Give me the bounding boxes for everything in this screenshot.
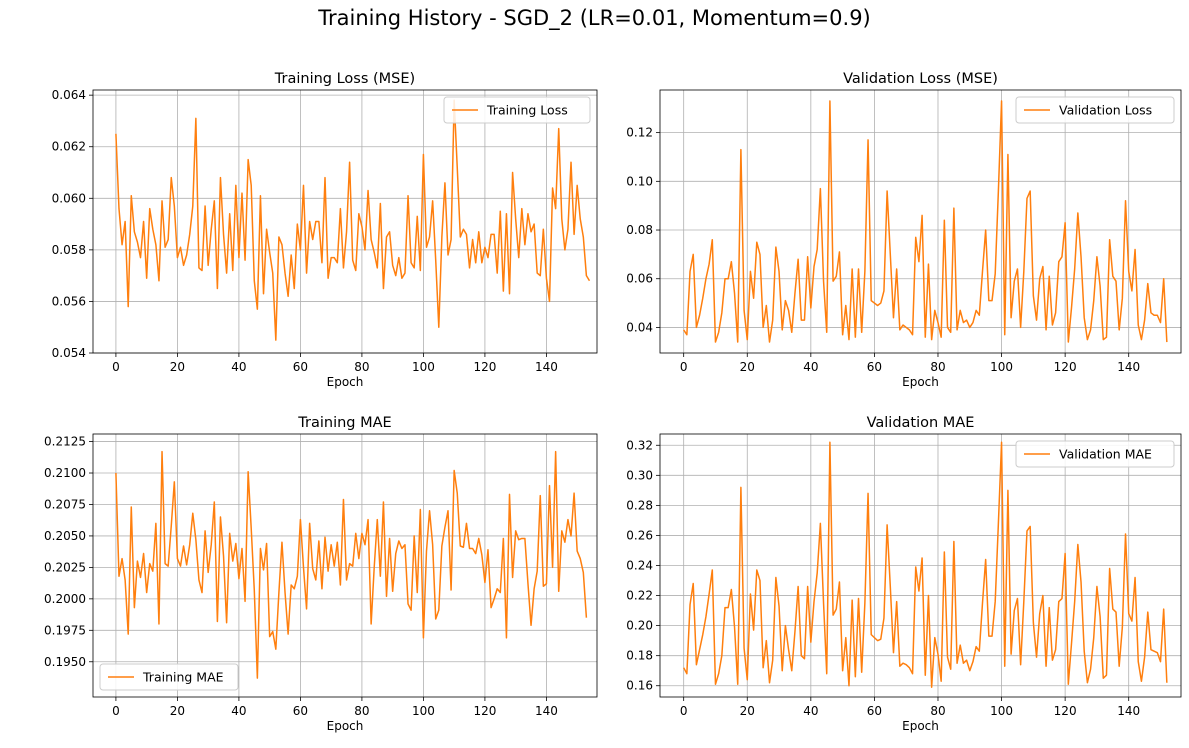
x-tick-label: 80 [930, 704, 945, 718]
y-tick-label: 0.20 [626, 619, 653, 633]
x-tick-label: 20 [170, 704, 185, 718]
axes-frame [659, 89, 1182, 354]
legend-box [99, 663, 239, 691]
subplot-title: Validation MAE [867, 415, 975, 431]
subplot-4: 0 20 40 60 80 100 120 140 0.16 0.18 0.20 0.22 0.24 0.… [626, 415, 1182, 733]
y-tick-label: 0.2025 [44, 560, 86, 574]
y-tick-label: 0.2050 [44, 529, 86, 543]
legend-box [1015, 96, 1175, 124]
x-tick-label: 140 [1117, 360, 1140, 374]
axes-frame [92, 433, 598, 698]
y-tick-label: 0.064 [52, 88, 86, 102]
y-tick-label: 0.04 [626, 320, 653, 334]
legend: Training Loss [443, 96, 591, 124]
y-tick-label: 0.18 [626, 649, 653, 663]
x-tick-label: 20 [740, 360, 755, 374]
y-tick-label: 0.08 [626, 223, 653, 237]
subplot-title: Training MAE [297, 415, 391, 431]
x-tick-label: 40 [231, 360, 246, 374]
legend: Validation MAE [1015, 440, 1175, 468]
x-axis-label: Epoch [327, 375, 364, 389]
x-tick-label: 60 [867, 360, 882, 374]
y-tick-label: 0.1950 [44, 655, 86, 669]
legend-label: Training Loss [486, 103, 568, 118]
subplot-3: 0 20 40 60 80 100 120 140 0.1950 0.1975 0.2000 0.20… [44, 415, 598, 733]
y-tick-label: 0.062 [52, 140, 86, 154]
y-tick-label: 0.22 [626, 589, 653, 603]
y-tick-label: 0.058 [52, 243, 86, 257]
x-tick-label: 100 [990, 704, 1013, 718]
x-tick-label: 140 [535, 704, 558, 718]
y-tick-label: 0.054 [52, 346, 86, 360]
legend-box [1015, 440, 1175, 468]
x-tick-label: 60 [293, 704, 308, 718]
series-line-training-loss [115, 99, 591, 341]
x-tick-label: 100 [990, 360, 1013, 374]
y-tick-label: 0.2100 [44, 466, 86, 480]
y-tick-label: 0.1975 [44, 623, 86, 637]
legend-box [443, 96, 591, 124]
y-tick-label: 0.2075 [44, 497, 86, 511]
x-tick-label: 120 [1054, 704, 1077, 718]
y-tick-label: 0.26 [626, 528, 653, 542]
series-line-validation-loss [683, 100, 1168, 343]
subplot-title: Training Loss (MSE) [274, 71, 415, 87]
x-tick-label: 0 [112, 704, 120, 718]
x-tick-label: 140 [535, 360, 558, 374]
y-tick-label: 0.060 [52, 191, 86, 205]
x-tick-label: 100 [412, 360, 435, 374]
figure-suptitle: Training History - SGD_2 (LR=0.01, Momen… [318, 6, 871, 30]
x-tick-label: 40 [803, 360, 818, 374]
x-tick-label: 40 [803, 704, 818, 718]
x-tick-label: 60 [293, 360, 308, 374]
series-line-validation-mae [683, 441, 1168, 688]
y-tick-label: 0.10 [626, 174, 653, 188]
y-tick-label: 0.2125 [44, 435, 86, 449]
x-tick-label: 0 [112, 360, 120, 374]
legend: Training MAE [99, 663, 239, 691]
x-tick-label: 120 [473, 360, 496, 374]
y-tick-label: 0.24 [626, 559, 653, 573]
x-tick-label: 80 [354, 704, 369, 718]
legend: Validation Loss [1015, 96, 1175, 124]
y-tick-label: 0.30 [626, 468, 653, 482]
x-tick-label: 140 [1117, 704, 1140, 718]
axes-frame [92, 89, 598, 354]
y-tick-label: 0.32 [626, 438, 653, 452]
y-tick-label: 0.056 [52, 294, 86, 308]
x-axis-label: Epoch [327, 719, 364, 733]
y-tick-label: 0.12 [626, 126, 653, 140]
legend-label: Validation MAE [1059, 447, 1152, 462]
x-tick-label: 120 [473, 704, 496, 718]
y-tick-label: 0.06 [626, 272, 653, 286]
x-tick-label: 40 [231, 704, 246, 718]
x-axis-label: Epoch [902, 719, 939, 733]
subplot-title: Validation Loss (MSE) [843, 71, 998, 87]
x-tick-label: 80 [930, 360, 945, 374]
x-tick-label: 100 [412, 704, 435, 718]
y-tick-label: 0.16 [626, 679, 653, 693]
x-tick-label: 20 [170, 360, 185, 374]
legend-label: Validation Loss [1059, 103, 1152, 118]
x-tick-label: 0 [680, 704, 688, 718]
y-tick-label: 0.2000 [44, 592, 86, 606]
subplot-1: 0 20 40 60 80 100 120 140 0.054 0.056 0.058 0.060 0.… [52, 71, 598, 389]
subplot-2: 0 20 40 60 80 100 120 140 0.04 0.06 0.08 0.10 0.12 Va… [626, 71, 1182, 389]
x-tick-label: 20 [740, 704, 755, 718]
x-tick-label: 80 [354, 360, 369, 374]
x-tick-label: 60 [867, 704, 882, 718]
series-line-training-mae [115, 450, 588, 679]
x-tick-label: 0 [680, 360, 688, 374]
y-tick-label: 0.28 [626, 498, 653, 512]
x-axis-label: Epoch [902, 375, 939, 389]
x-tick-label: 120 [1054, 360, 1077, 374]
legend-label: Training MAE [142, 670, 224, 685]
